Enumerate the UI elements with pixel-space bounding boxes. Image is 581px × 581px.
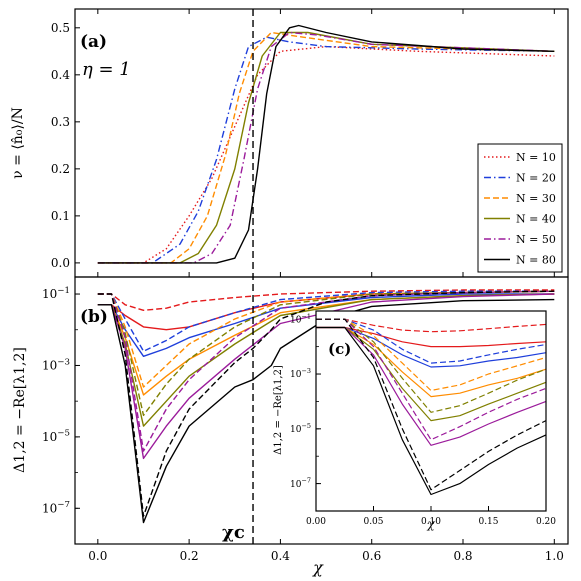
y-tick-label: 10−1 (290, 312, 311, 325)
legend-box (477, 143, 563, 273)
panel-b-x-axis-label: χ (312, 558, 324, 577)
x-tick-label: 0.2 (180, 549, 199, 563)
panel-b-ticks: 10−1 10−3 10−5 10−7 0.0 0.2 0.4 0.6 0.8 1.0 (42, 286, 564, 563)
series-line-12 (316, 318, 547, 491)
legend-entry: N = 50 (516, 233, 556, 246)
series-line-8 (97, 290, 555, 417)
series-line-6 (316, 318, 547, 392)
y-tick-label: 0.0 (51, 256, 70, 270)
series-line-2 (97, 36, 555, 264)
series-line-7 (316, 326, 547, 422)
series-line-3 (97, 293, 555, 357)
x-tick-label: 0.8 (453, 549, 472, 563)
panel-a-label: (a) (80, 32, 107, 52)
series-line-1 (316, 326, 547, 348)
y-tick-label: 0.1 (51, 209, 70, 223)
panel-a: 0.0 0.1 0.2 0.3 0.4 0.5 (a) η = 1 ν = ⟨n̂₀⟩/N… (10, 8, 569, 278)
legend: N = 10 N = 20 N = 30 N = 40 N = 50 N = 80 (477, 143, 563, 273)
panel-b-label: (b) (80, 307, 108, 327)
legend-entry: N = 30 (516, 192, 556, 205)
y-tick-label: 0.5 (51, 21, 70, 35)
y-tick-label: 10−1 (42, 286, 70, 301)
legend-entry: N = 80 (516, 254, 556, 267)
series-line-4 (97, 290, 555, 352)
x-tick-label: 0.00 (306, 517, 326, 527)
panel-c-frame (315, 310, 547, 512)
series-line-3 (316, 326, 547, 368)
y-tick-label: 0.3 (51, 115, 70, 129)
x-tick-label: 0.15 (478, 517, 498, 527)
series-line-7 (97, 293, 555, 427)
series-line-9 (316, 326, 547, 446)
y-tick-label: 10−5 (290, 422, 311, 435)
series-line-11 (97, 298, 555, 524)
x-tick-label: 0.0 (88, 549, 107, 563)
series-line-6 (97, 24, 555, 264)
x-tick-label: 0.4 (271, 549, 290, 563)
y-tick-label: 10−7 (42, 500, 70, 515)
series-line-12 (97, 290, 555, 517)
panel-c-label: (c) (328, 340, 351, 358)
series-line-2 (316, 318, 547, 333)
series-line-10 (316, 318, 547, 441)
y-tick-label: 10−7 (290, 477, 311, 490)
panel-c-series (316, 318, 547, 496)
legend-entry: N = 40 (516, 213, 556, 226)
panel-b-frame (74, 276, 569, 545)
chi-c-label: χc (222, 522, 245, 543)
x-tick-label: 1.0 (545, 549, 564, 563)
panel-b-series (97, 289, 555, 524)
panel-a-series (97, 24, 555, 264)
x-tick-label: 0.6 (362, 549, 381, 563)
series-line-6 (97, 290, 555, 388)
x-tick-label: 0.20 (536, 517, 556, 527)
panel-a-y-axis-label: ν = ⟨n̂₀⟩/N (10, 107, 26, 179)
series-line-11 (316, 326, 547, 496)
panel-b: 10−1 10−3 10−5 10−7 0.0 0.2 0.4 0.6 0.8 1.0 (b) Δ… (12, 276, 569, 577)
legend-entry: N = 20 (516, 172, 556, 185)
panel-b-y-axis-label: Δ1,2 = −Re[λ1,2] (12, 347, 28, 473)
legend-entry: N = 10 (516, 151, 556, 164)
panel-c-inset: 10−1 10−3 10−5 10−7 0.00 0.05 0.10 0.15 0.20 (c)… (273, 310, 556, 531)
y-tick-label: 0.2 (51, 162, 70, 176)
panel-c-x-axis-label: χ (426, 517, 435, 531)
series-line-8 (316, 318, 547, 413)
series-line-5 (97, 31, 555, 264)
series-line-5 (316, 326, 547, 398)
series-line-2 (97, 289, 555, 311)
x-tick-label: 0.10 (421, 517, 441, 527)
series-line-4 (316, 318, 547, 364)
panel-a-ticks: 0.0 0.1 0.2 0.3 0.4 0.5 (51, 9, 555, 277)
y-tick-label: 0.4 (51, 68, 70, 82)
series-line-1 (97, 45, 555, 264)
eta-annotation: η = 1 (82, 59, 131, 80)
y-tick-label: 10−3 (42, 357, 70, 372)
y-tick-label: 10−3 (290, 367, 311, 380)
x-tick-label: 0.05 (363, 517, 383, 527)
y-tick-label: 10−5 (42, 429, 70, 444)
panel-c-y-axis-label: Δ1,2 = −Re[λ1,2] (273, 365, 284, 455)
